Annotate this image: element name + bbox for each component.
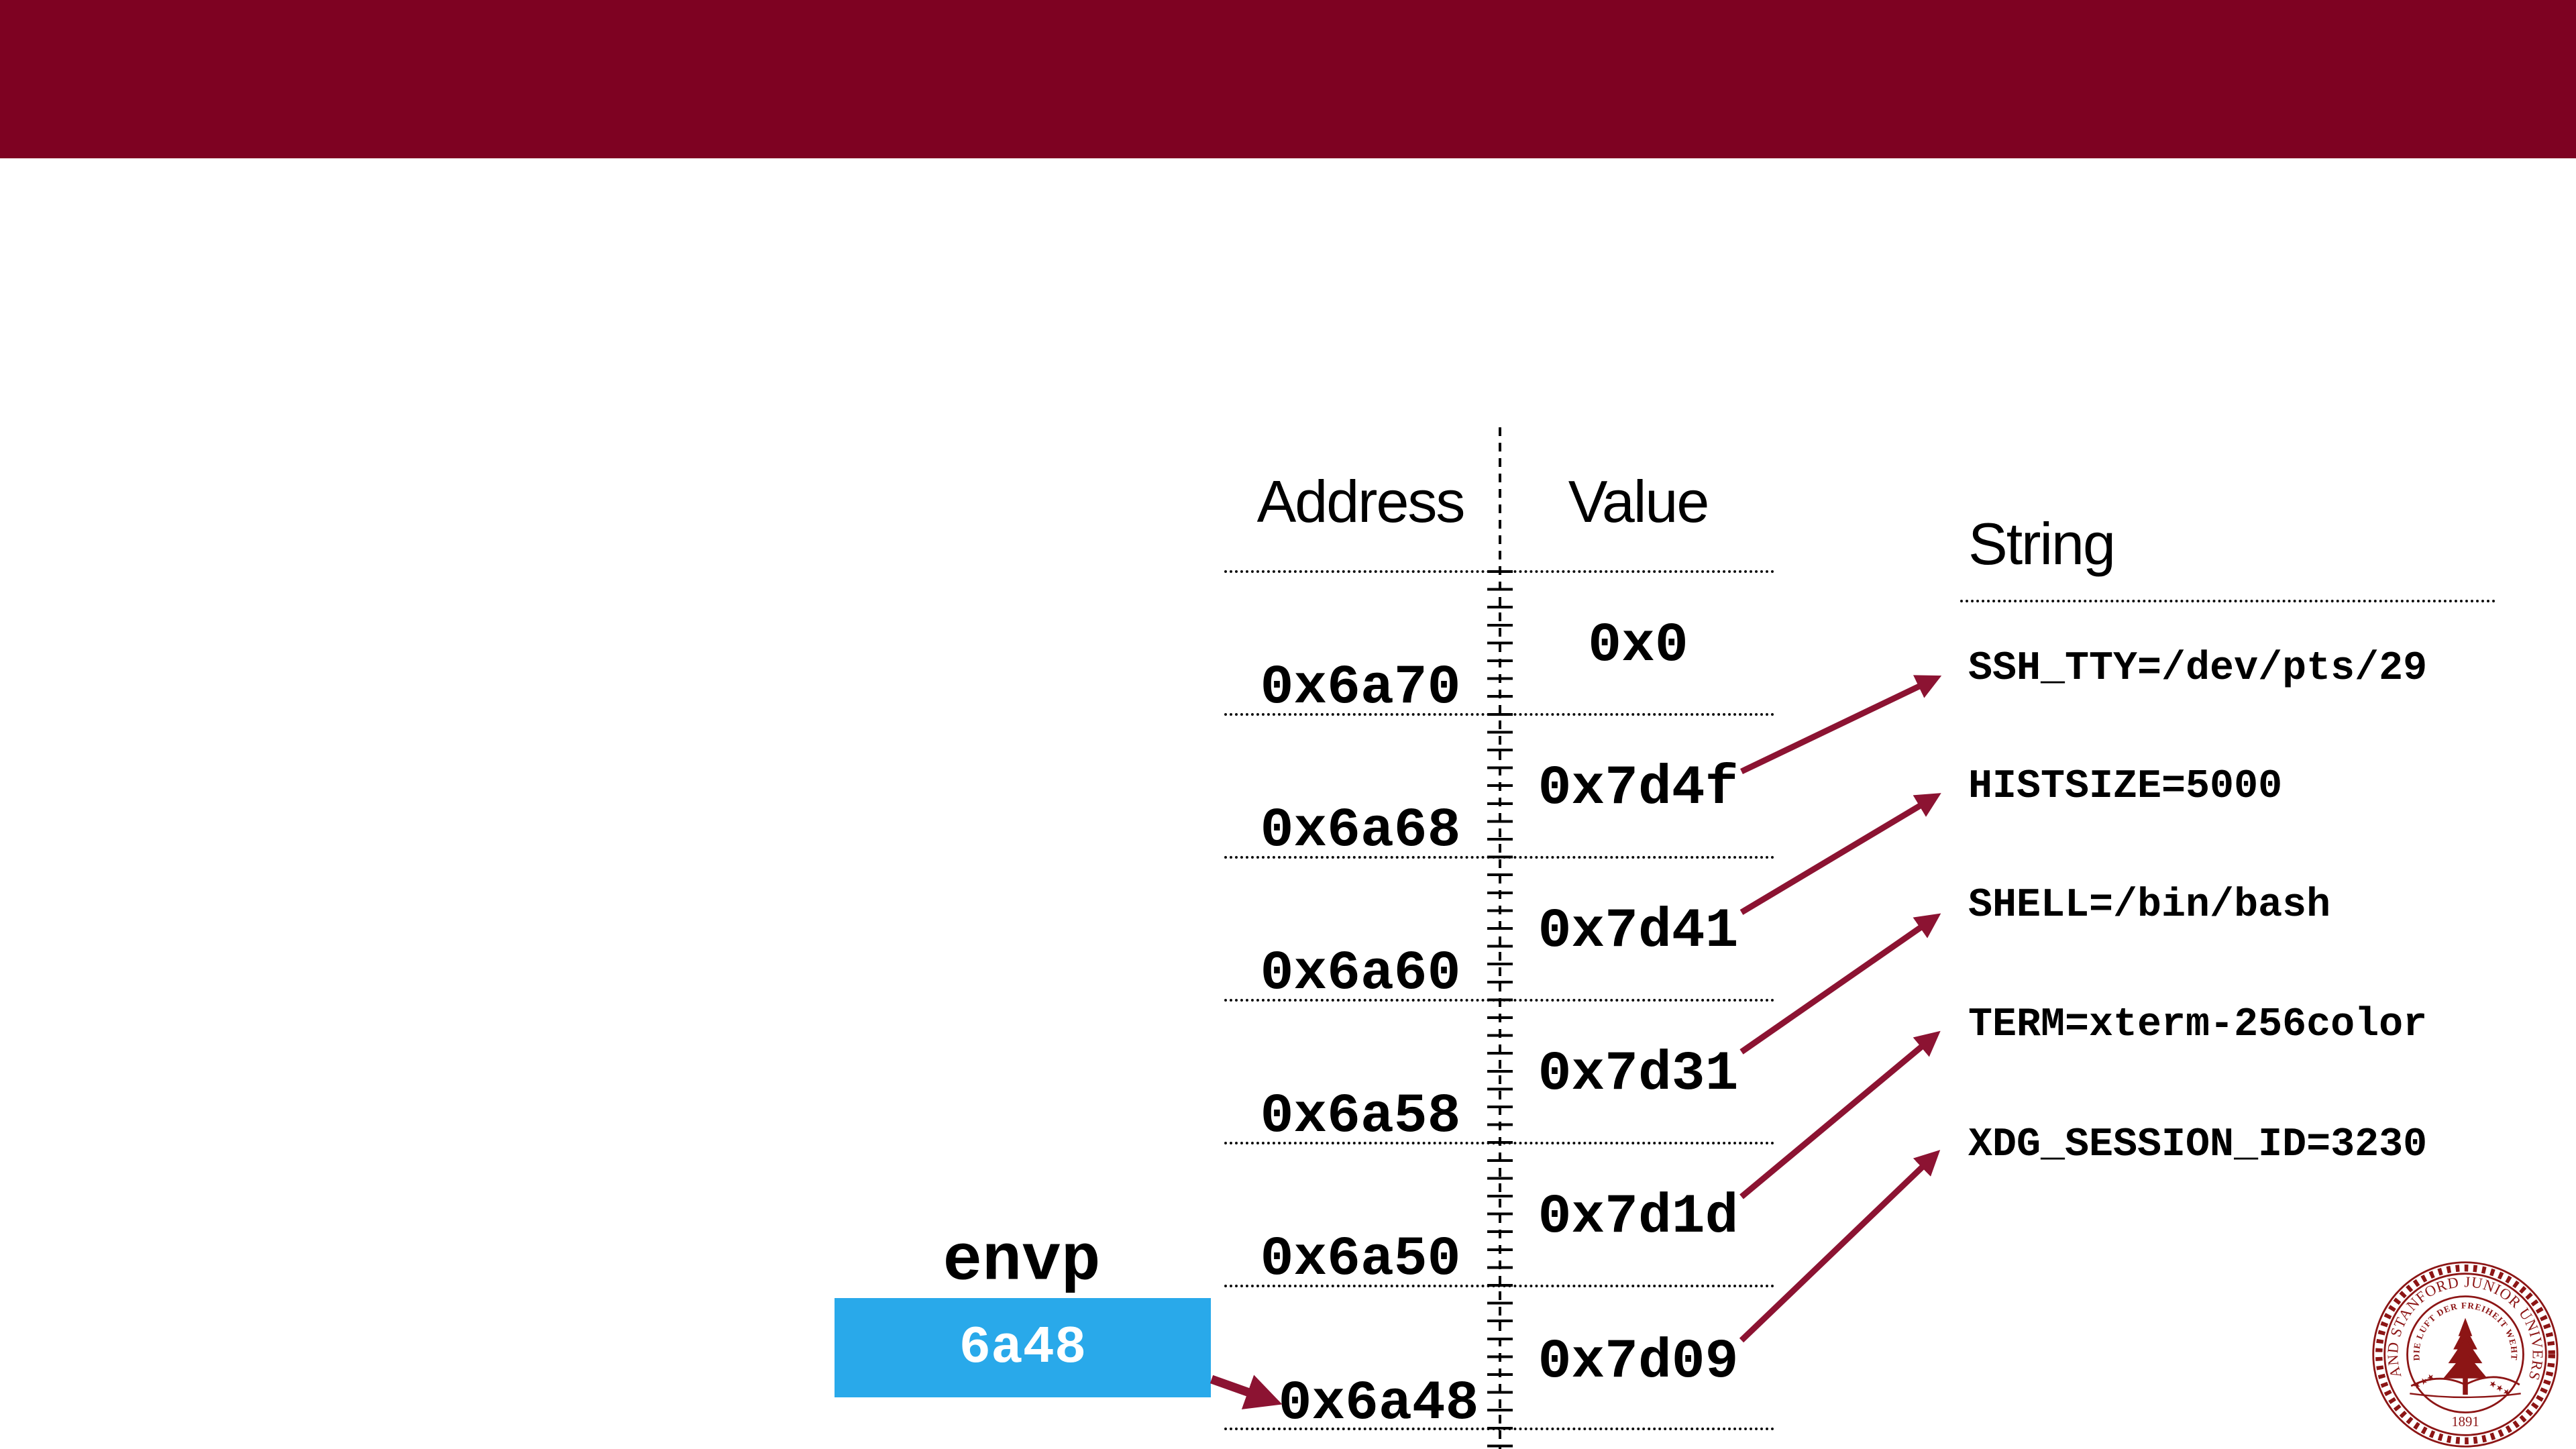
address-cell: 0x6a70 — [1260, 656, 1461, 719]
envp-pointer-value: 6a48 — [959, 1318, 1087, 1378]
seal-middle-ring — [2383, 1273, 2547, 1436]
value-cell: 0x7d4f — [1538, 757, 1739, 820]
value-column-header: Value — [1568, 468, 1710, 535]
value-cell: 0x7d09 — [1538, 1330, 1739, 1393]
header-bar — [0, 0, 2576, 158]
value-to-string-arrow — [1739, 793, 1941, 915]
address-cell: 0x6a50 — [1260, 1228, 1461, 1291]
envp-label: envp — [943, 1224, 1101, 1299]
value-cell: 0x7d41 — [1538, 900, 1739, 963]
env-string: SHELL=/bin/bash — [1968, 883, 2331, 928]
env-string: HISTSIZE=5000 — [1968, 764, 2283, 810]
stanford-seal: LELAND STANFORD JUNIOR UNIVERSITY DIE LU… — [2371, 1260, 2559, 1448]
envp-pointer-box: 6a48 — [835, 1298, 1211, 1397]
value-cell: 0x7d1d — [1538, 1185, 1739, 1248]
seal-year: 1891 — [2451, 1415, 2479, 1430]
value-to-string-arrow — [1740, 675, 1942, 775]
seal-year-backing — [2449, 1413, 2482, 1430]
seal-hills — [2410, 1376, 2520, 1387]
env-string: SSH_TTY=/dev/pts/29 — [1968, 646, 2428, 692]
ruler-ticks — [1487, 570, 1513, 1448]
address-cell: 0x6a48 — [1278, 1372, 1479, 1435]
value-cell: 0x7d31 — [1538, 1042, 1739, 1106]
address-cell: 0x6a60 — [1260, 942, 1461, 1005]
seal-ground — [2410, 1393, 2521, 1399]
string-header-underline — [1960, 600, 2496, 602]
string-column-header: String — [1968, 511, 2116, 577]
envp-arrow — [1210, 1375, 1283, 1409]
value-to-string-arrow — [1739, 1150, 1941, 1343]
seal-tree — [2443, 1318, 2487, 1395]
address-cell: 0x6a58 — [1260, 1085, 1461, 1148]
env-string: TERM=xterm-256color — [1968, 1002, 2428, 1048]
value-cell: 0x0 — [1588, 614, 1688, 677]
address-cell: 0x6a68 — [1260, 799, 1461, 862]
seal-diamond-ring — [2375, 1265, 2555, 1444]
seal-inner-ring — [2406, 1295, 2524, 1413]
env-string: XDG_SESSION_ID=3230 — [1968, 1122, 2428, 1168]
address-column-header: Address — [1256, 468, 1466, 535]
value-to-string-arrow — [1739, 1030, 1941, 1199]
value-to-string-arrow — [1739, 913, 1941, 1055]
